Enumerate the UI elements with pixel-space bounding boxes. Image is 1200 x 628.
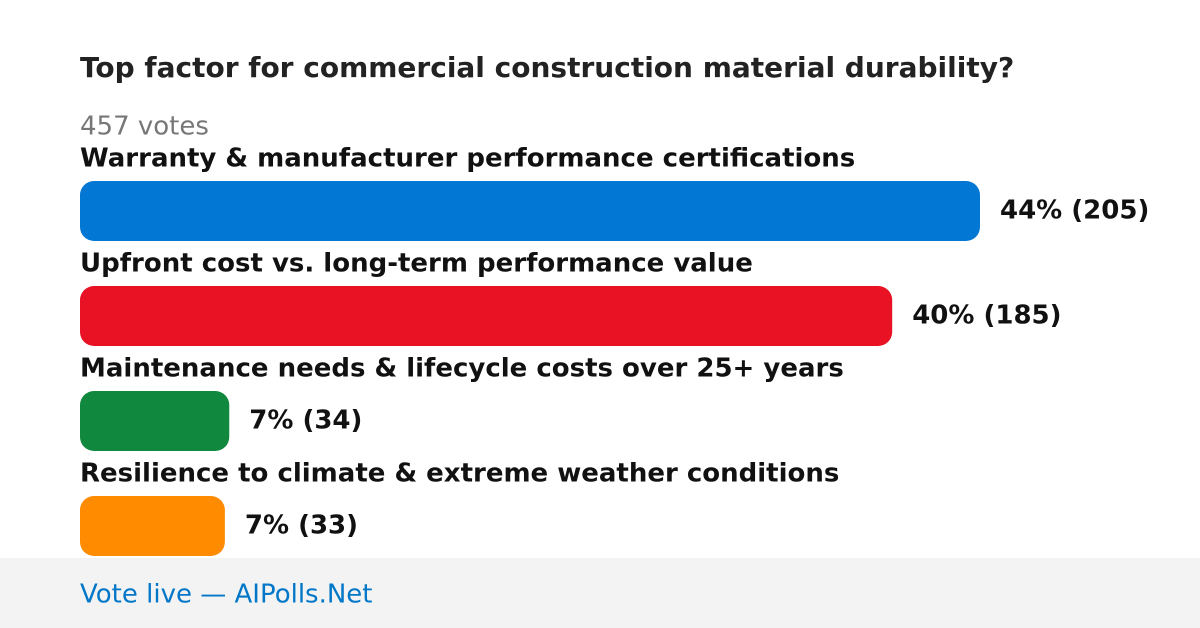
- poll-question: Top factor for commercial construction m…: [80, 51, 1014, 84]
- result-label: 40% (185): [912, 301, 1061, 331]
- footer-link[interactable]: Vote live — AIPolls.Net: [80, 580, 373, 610]
- result-label: 44% (205): [1000, 196, 1149, 226]
- footer-bar: [0, 558, 1200, 628]
- result-bar: [80, 181, 980, 241]
- result-bar: [80, 391, 230, 451]
- result-bar: [80, 286, 893, 346]
- result-label: 7% (34): [249, 406, 362, 436]
- option-label: Upfront cost vs. long-term performance v…: [80, 249, 753, 279]
- option-label: Resilience to climate & extreme weather …: [80, 459, 839, 489]
- option-label: Maintenance needs & lifecycle costs over…: [80, 354, 844, 384]
- result-bar: [80, 496, 225, 556]
- total-votes: 457 votes: [80, 112, 209, 142]
- result-label: 7% (33): [245, 511, 358, 541]
- option-label: Warranty & manufacturer performance cert…: [80, 144, 855, 174]
